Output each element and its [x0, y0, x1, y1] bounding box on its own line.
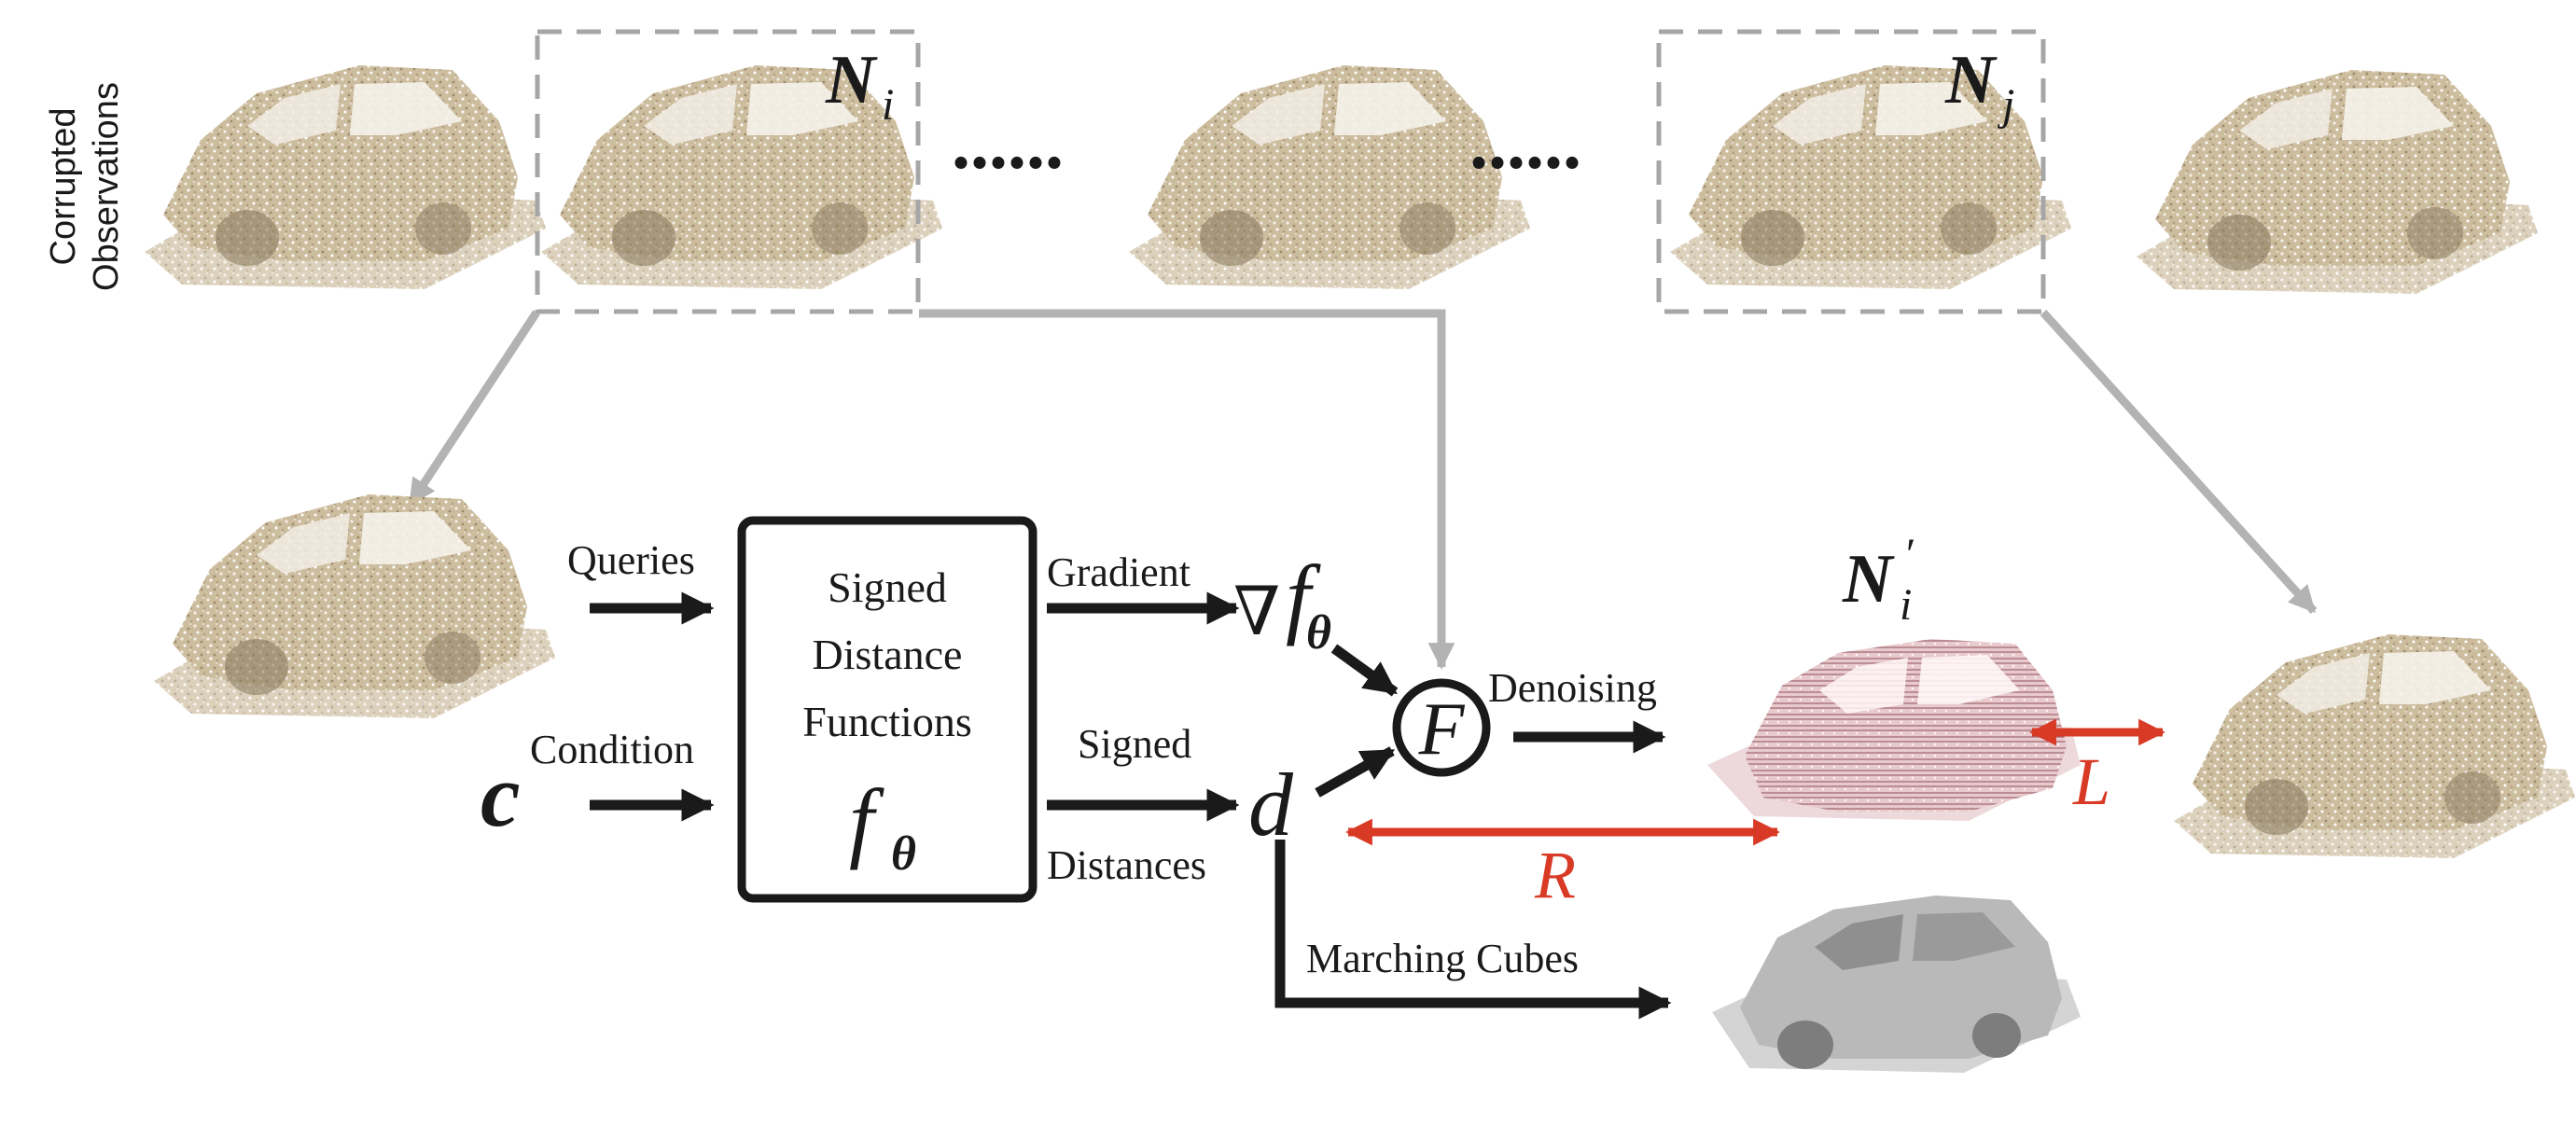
nabla-f-theta: ∇ f θ — [1233, 547, 1331, 660]
ni-symbol: N i — [825, 42, 894, 130]
svg-text:N: N — [1944, 42, 1998, 118]
condition-label: Condition — [530, 727, 694, 772]
sdf-line1: Signed — [828, 563, 947, 611]
observation-cloud-1 — [145, 65, 546, 289]
svg-text:′: ′ — [1903, 530, 1915, 579]
loss-l-symbol: L — [2072, 744, 2110, 819]
sdf-line3: Functions — [802, 698, 971, 745]
regularizer-r-symbol: R — [1534, 838, 1576, 912]
svg-text:N: N — [1842, 541, 1895, 618]
target-cloud-right — [2174, 634, 2575, 858]
ni-prime-symbol: N i ′ — [1842, 530, 1915, 630]
svg-text:θ: θ — [891, 827, 916, 881]
svg-text:N: N — [825, 42, 878, 118]
denoising-label: Denoising — [1488, 665, 1657, 711]
observation-cloud-5 — [2137, 70, 2538, 294]
left-label-line1: Corrupted — [44, 108, 83, 266]
gray-arrow-to-right-cloud — [2040, 309, 2318, 615]
c-symbol: c — [480, 745, 521, 845]
nj-dashed-box — [1656, 29, 2046, 314]
nj-symbol: N j — [1944, 42, 2014, 130]
f-operator-symbol: F — [1418, 688, 1466, 771]
marching-cubes-arrow — [1274, 840, 1672, 1020]
ellipsis-2: ...... — [1469, 103, 1581, 185]
signed-label: Signed — [1078, 721, 1191, 767]
svg-text:∇: ∇ — [1233, 575, 1280, 649]
f-operator-circle — [1392, 678, 1491, 777]
svg-text:θ: θ — [1306, 606, 1331, 660]
gray-arrow-to-f — [919, 309, 1455, 670]
sdf-line2: Distance — [813, 631, 963, 678]
sdf-box — [737, 516, 1037, 903]
corrupted-observations-label: Corrupted Observations — [44, 82, 126, 291]
left-label-line2: Observations — [87, 82, 126, 291]
svg-text:i: i — [1900, 580, 1912, 630]
queries-label: Queries — [567, 537, 695, 583]
ni-dashed-box — [535, 29, 921, 314]
ellipsis-1: ...... — [952, 103, 1064, 185]
marching-cubes-label: Marching Cubes — [1306, 936, 1579, 981]
d-to-f-arrow — [1315, 746, 1396, 798]
distances-label: Distances — [1047, 842, 1206, 888]
gradient-to-f-arrow — [1330, 644, 1399, 697]
mesh-result — [1712, 896, 2081, 1073]
input-cloud-left — [154, 494, 555, 718]
d-symbol: d — [1248, 755, 1294, 854]
gray-arrow-to-left-cloud — [407, 310, 540, 507]
svg-text:i: i — [882, 80, 894, 130]
denoised-cloud — [1707, 639, 2081, 821]
gradient-label: Gradient — [1047, 549, 1191, 595]
